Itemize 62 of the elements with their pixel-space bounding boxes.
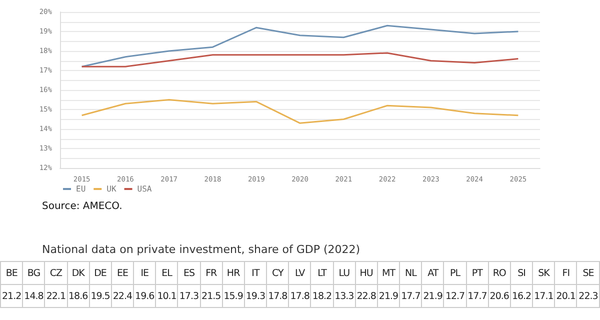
legend-label: USA — [137, 184, 152, 194]
category-label: LT — [310, 262, 334, 284]
data-label: 19.3 — [244, 284, 267, 308]
data-label: 17.1 — [532, 284, 555, 308]
data-label: 14.8 — [22, 284, 45, 308]
legend-label: EU — [76, 184, 86, 194]
line-series — [81, 52, 519, 68]
category-label: LU — [333, 262, 356, 284]
data-label: 21.2 — [0, 284, 23, 308]
category-label: PL — [444, 262, 466, 284]
data-label: 17.7 — [466, 284, 488, 308]
category-label: IE — [134, 262, 156, 284]
data-label: 18.2 — [310, 284, 334, 308]
category-label: ES — [178, 262, 200, 284]
data-label: 17.3 — [178, 284, 200, 308]
category-label: SK — [532, 262, 555, 284]
category-label: FI — [554, 262, 577, 284]
data-label: 21.9 — [422, 284, 444, 308]
category-label: MT — [377, 262, 400, 284]
data-label: 17.8 — [266, 284, 289, 308]
data-label: 22.8 — [355, 284, 378, 308]
data-label: 18.6 — [67, 284, 90, 308]
data-label: 17.7 — [400, 284, 422, 308]
category-label: DK — [67, 262, 90, 284]
data-label: 12.7 — [444, 284, 466, 308]
category-label: HR — [222, 262, 244, 284]
category-label: DE — [89, 262, 112, 284]
category-label: LV — [288, 262, 311, 284]
data-label: 20.1 — [554, 284, 577, 308]
line-series — [81, 24, 519, 68]
category-label: CY — [266, 262, 289, 284]
data-label: 17.8 — [288, 284, 311, 308]
category-label: AT — [422, 262, 444, 284]
data-label: 22.1 — [44, 284, 68, 308]
data-label: 13.3 — [333, 284, 356, 308]
data-label: 22.3 — [576, 284, 600, 308]
legend-label: UK — [106, 184, 116, 194]
category-label: SE — [576, 262, 600, 284]
category-label: EL — [156, 262, 178, 284]
line-series — [81, 99, 519, 124]
text: National data on private investment, share of GDP (2022) — [42, 243, 362, 256]
data-label: 10.1 — [156, 284, 178, 308]
category-label: BE — [0, 262, 23, 284]
category-label: PT — [466, 262, 488, 284]
category-label: EE — [111, 262, 134, 284]
category-label: RO — [488, 262, 510, 284]
category-label: HU — [355, 262, 378, 284]
category-label: IT — [244, 262, 267, 284]
data-label: 22.4 — [111, 284, 134, 308]
category-label: FR — [200, 262, 222, 284]
category-label: CZ — [44, 262, 68, 284]
category-label: NL — [400, 262, 422, 284]
data-label: 15.9 — [222, 284, 244, 308]
source-note: Source: AMECO. — [42, 201, 122, 212]
data-label: 20.6 — [488, 284, 510, 308]
category-label: SI — [510, 262, 533, 284]
data-label: 21.5 — [200, 284, 222, 308]
data-label: 19.5 — [89, 284, 112, 308]
data-label: 19.6 — [134, 284, 156, 308]
data-label: 16.2 — [510, 284, 533, 308]
category-label: BG — [22, 262, 45, 284]
data-label: 21.9 — [377, 284, 400, 308]
